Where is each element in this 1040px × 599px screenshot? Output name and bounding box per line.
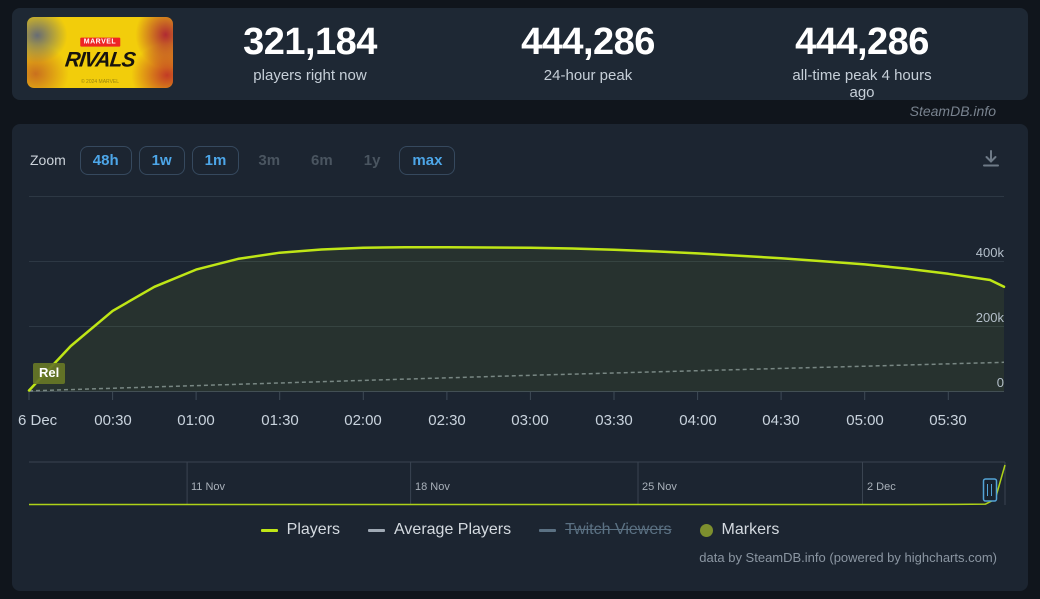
stat-value: 444,286 [795, 21, 929, 63]
game-title: RIVALS [63, 48, 137, 72]
navigator-series[interactable] [29, 464, 1006, 506]
zoom-range-48h[interactable]: 48h [79, 145, 132, 175]
x-axis-label-04:30: 04:30 [762, 412, 800, 429]
x-axis-label-6-Dec: 6 Dec [18, 412, 58, 429]
zoom-range-6m: 6m [299, 147, 345, 174]
chart-legend: Players Average Players Twitch Viewers Mark… [12, 521, 1028, 539]
game-logo: MARVEL RIVALS [63, 30, 137, 72]
marvel-brand-badge: MARVEL [79, 37, 121, 47]
download-icon[interactable] [980, 148, 1002, 170]
legend-item-players[interactable]: Players [260, 521, 341, 539]
x-axis-label-02:00: 02:00 [344, 412, 382, 429]
stat-label: players right now [253, 67, 367, 84]
zoom-toolbar: Zoom 48h 1w 1m 3m 6m 1y max [30, 142, 462, 178]
legend-item-twitch-viewers[interactable]: Twitch Viewers [539, 521, 672, 539]
players-area-fill [29, 247, 1004, 392]
zoom-range-3m: 3m [246, 147, 292, 174]
zoom-range-buttons: 48h 1w 1m 3m 6m 1y max [79, 145, 463, 175]
stat-24h-peak: 444,286 24-hour peak [521, 23, 655, 84]
x-axis-label-02:30: 02:30 [428, 412, 466, 429]
stat-value: 321,184 [243, 21, 377, 63]
legend-swatch-line-icon [368, 528, 386, 532]
header-panel: MARVEL RIVALS © 2024 MARVEL 321,184 play… [12, 8, 1028, 101]
credit-link[interactable]: data by SteamDB.info (powered by highcha… [699, 550, 997, 565]
x-axis-label-05:00: 05:00 [846, 412, 884, 429]
y-axis-label-400k: 400k [975, 245, 1004, 260]
x-axis-label-01:30: 01:30 [261, 412, 299, 429]
y-axis-label-0: 0 [996, 375, 1004, 390]
legend-item-markers[interactable]: Markers [699, 521, 780, 539]
navigator-label-18-Nov: 18 Nov [415, 481, 450, 493]
steamdb-watermark-link[interactable]: SteamDB.info [909, 103, 996, 119]
stat-players-now: 321,184 players right now [243, 23, 377, 84]
average-players-line [28, 361, 1005, 392]
legend-item-average-players[interactable]: Average Players [368, 521, 511, 539]
zoom-label: Zoom [30, 152, 66, 168]
legend-label: Average Players [394, 521, 512, 538]
zoom-range-max[interactable]: max [399, 145, 456, 175]
game-banner[interactable]: MARVEL RIVALS © 2024 MARVEL [27, 17, 173, 88]
x-axis-label-00:30: 00:30 [94, 412, 132, 429]
legend-label: Markers [721, 521, 780, 538]
zoom-range-1m[interactable]: 1m [191, 145, 240, 175]
x-axis-label-01:00: 01:00 [177, 412, 215, 429]
stat-label: all-time peak 4 hours ago [792, 67, 932, 101]
navigator-label-25-Nov: 25 Nov [642, 481, 677, 493]
players-line [27, 245, 1006, 392]
release-marker: Rel [33, 363, 66, 384]
zoom-range-1y: 1y [352, 147, 393, 174]
x-axis-label-03:00: 03:00 [511, 412, 549, 429]
x-axis-label-04:00: 04:00 [679, 412, 717, 429]
stat-alltime-peak: 444,286 all-time peak 4 hours ago [779, 23, 945, 101]
legend-swatch-line-icon [539, 528, 557, 532]
x-axis-label-05:30: 05:30 [929, 412, 967, 429]
navigator-label-11-Nov: 11 Nov [191, 481, 226, 493]
stat-label: 24-hour peak [543, 67, 633, 84]
navigator-label-2-Dec: 2 Dec [867, 481, 896, 493]
legend-swatch-line-icon [260, 528, 278, 532]
y-axis-label-200k: 200k [975, 310, 1004, 325]
stat-value: 444,286 [521, 21, 655, 63]
x-axis-label-03:30: 03:30 [595, 412, 633, 429]
zoom-range-1w[interactable]: 1w [138, 145, 185, 175]
chart-panel: Zoom 48h 1w 1m 3m 6m 1y max 400k 200k 0 6 Dec 00:… [12, 124, 1028, 591]
banner-copyright: © 2024 MARVEL [80, 79, 120, 85]
legend-swatch-circle-icon [699, 523, 713, 537]
legend-label: Players [286, 521, 341, 538]
navigator-handle[interactable] [982, 478, 998, 502]
legend-label: Twitch Viewers [565, 521, 672, 538]
highcharts-plot [27, 196, 1006, 506]
